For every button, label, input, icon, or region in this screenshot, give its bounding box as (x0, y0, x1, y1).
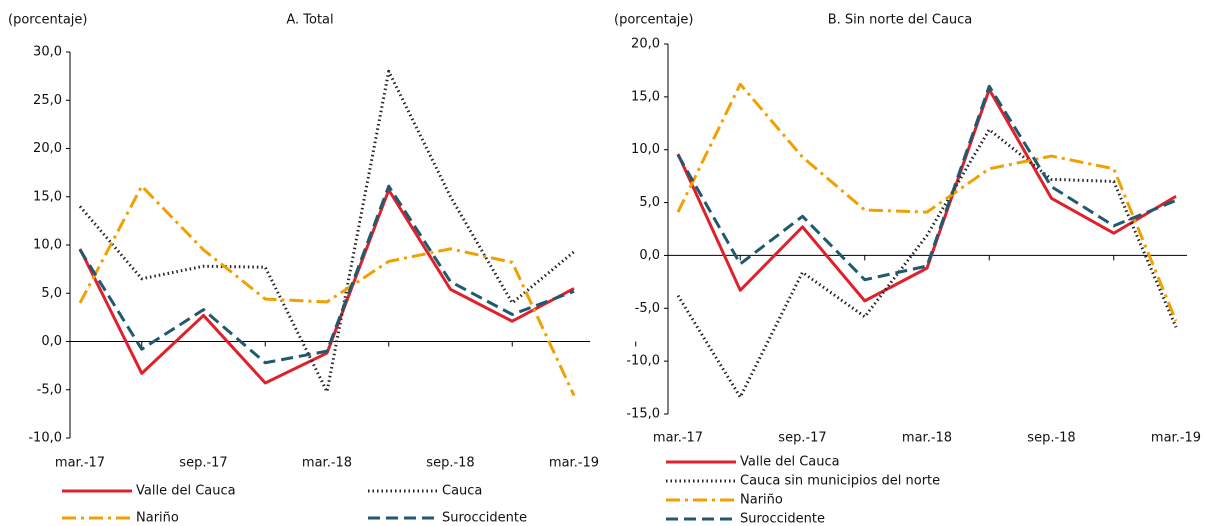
x-tick-label: sep.-17 (179, 456, 227, 471)
y-tick-label: 15,0 (33, 189, 62, 204)
legend-label: Nariño (740, 493, 783, 508)
y-tick-label: 5,0 (639, 195, 660, 210)
y-tick-label: -15,0 (626, 407, 660, 422)
x-tick-label: mar.-19 (1151, 431, 1201, 446)
x-tick-label: mar.-19 (549, 456, 599, 471)
series-line (676, 87, 1177, 303)
chart-title: B. Sin norte del Cauca (828, 13, 973, 28)
legend-label: Nariño (136, 511, 179, 526)
y-tick-label: 0,0 (41, 334, 62, 349)
y-tick-label: -10,0 (28, 431, 62, 446)
legend-label: Valle del Cauca (136, 484, 236, 499)
x-tick-label: mar.-18 (902, 431, 952, 446)
chart-title: A. Total (286, 13, 333, 28)
y-tick-label: 10,0 (631, 142, 660, 157)
x-tick-label: mar.-18 (302, 456, 352, 471)
x-tick-label: mar.-17 (55, 456, 105, 471)
y-tick-label: 20,0 (33, 141, 62, 156)
legend-label: Suroccidente (442, 511, 527, 526)
legend-label: Cauca (442, 484, 482, 499)
legend-label: Suroccidente (740, 512, 825, 526)
series-line (78, 69, 575, 394)
series-line (78, 184, 576, 397)
legend-label: Valle del Cauca (740, 455, 840, 470)
y-tick-label: 30,0 (33, 45, 62, 60)
y-tick-label: 10,0 (33, 238, 62, 253)
y-tick-label: -10,0 (626, 354, 660, 369)
y-tick-label: 20,0 (631, 37, 660, 52)
series-line (676, 84, 1177, 282)
y-tick-label: -5,0 (635, 301, 660, 316)
y-axis-label: (porcentaje) (8, 13, 87, 28)
series-line (676, 82, 1178, 322)
x-tick-label: sep.-18 (1027, 431, 1075, 446)
x-tick-label: sep.-18 (426, 456, 474, 471)
y-axis-label: (porcentaje) (614, 13, 693, 28)
legend-label: Cauca sin municipios del norte (740, 474, 940, 489)
y-tick-label: -5,0 (37, 382, 62, 397)
y-tick-label: 25,0 (33, 93, 62, 108)
y-tick-label: 0,0 (639, 248, 660, 263)
y-tick-label: 15,0 (631, 89, 660, 104)
series-line (676, 128, 1178, 399)
y-tick-label: 5,0 (41, 286, 62, 301)
x-tick-label: mar.-17 (653, 431, 703, 446)
series-line (78, 184, 575, 365)
series-line (78, 188, 575, 385)
x-tick-label: sep.-17 (778, 431, 826, 446)
